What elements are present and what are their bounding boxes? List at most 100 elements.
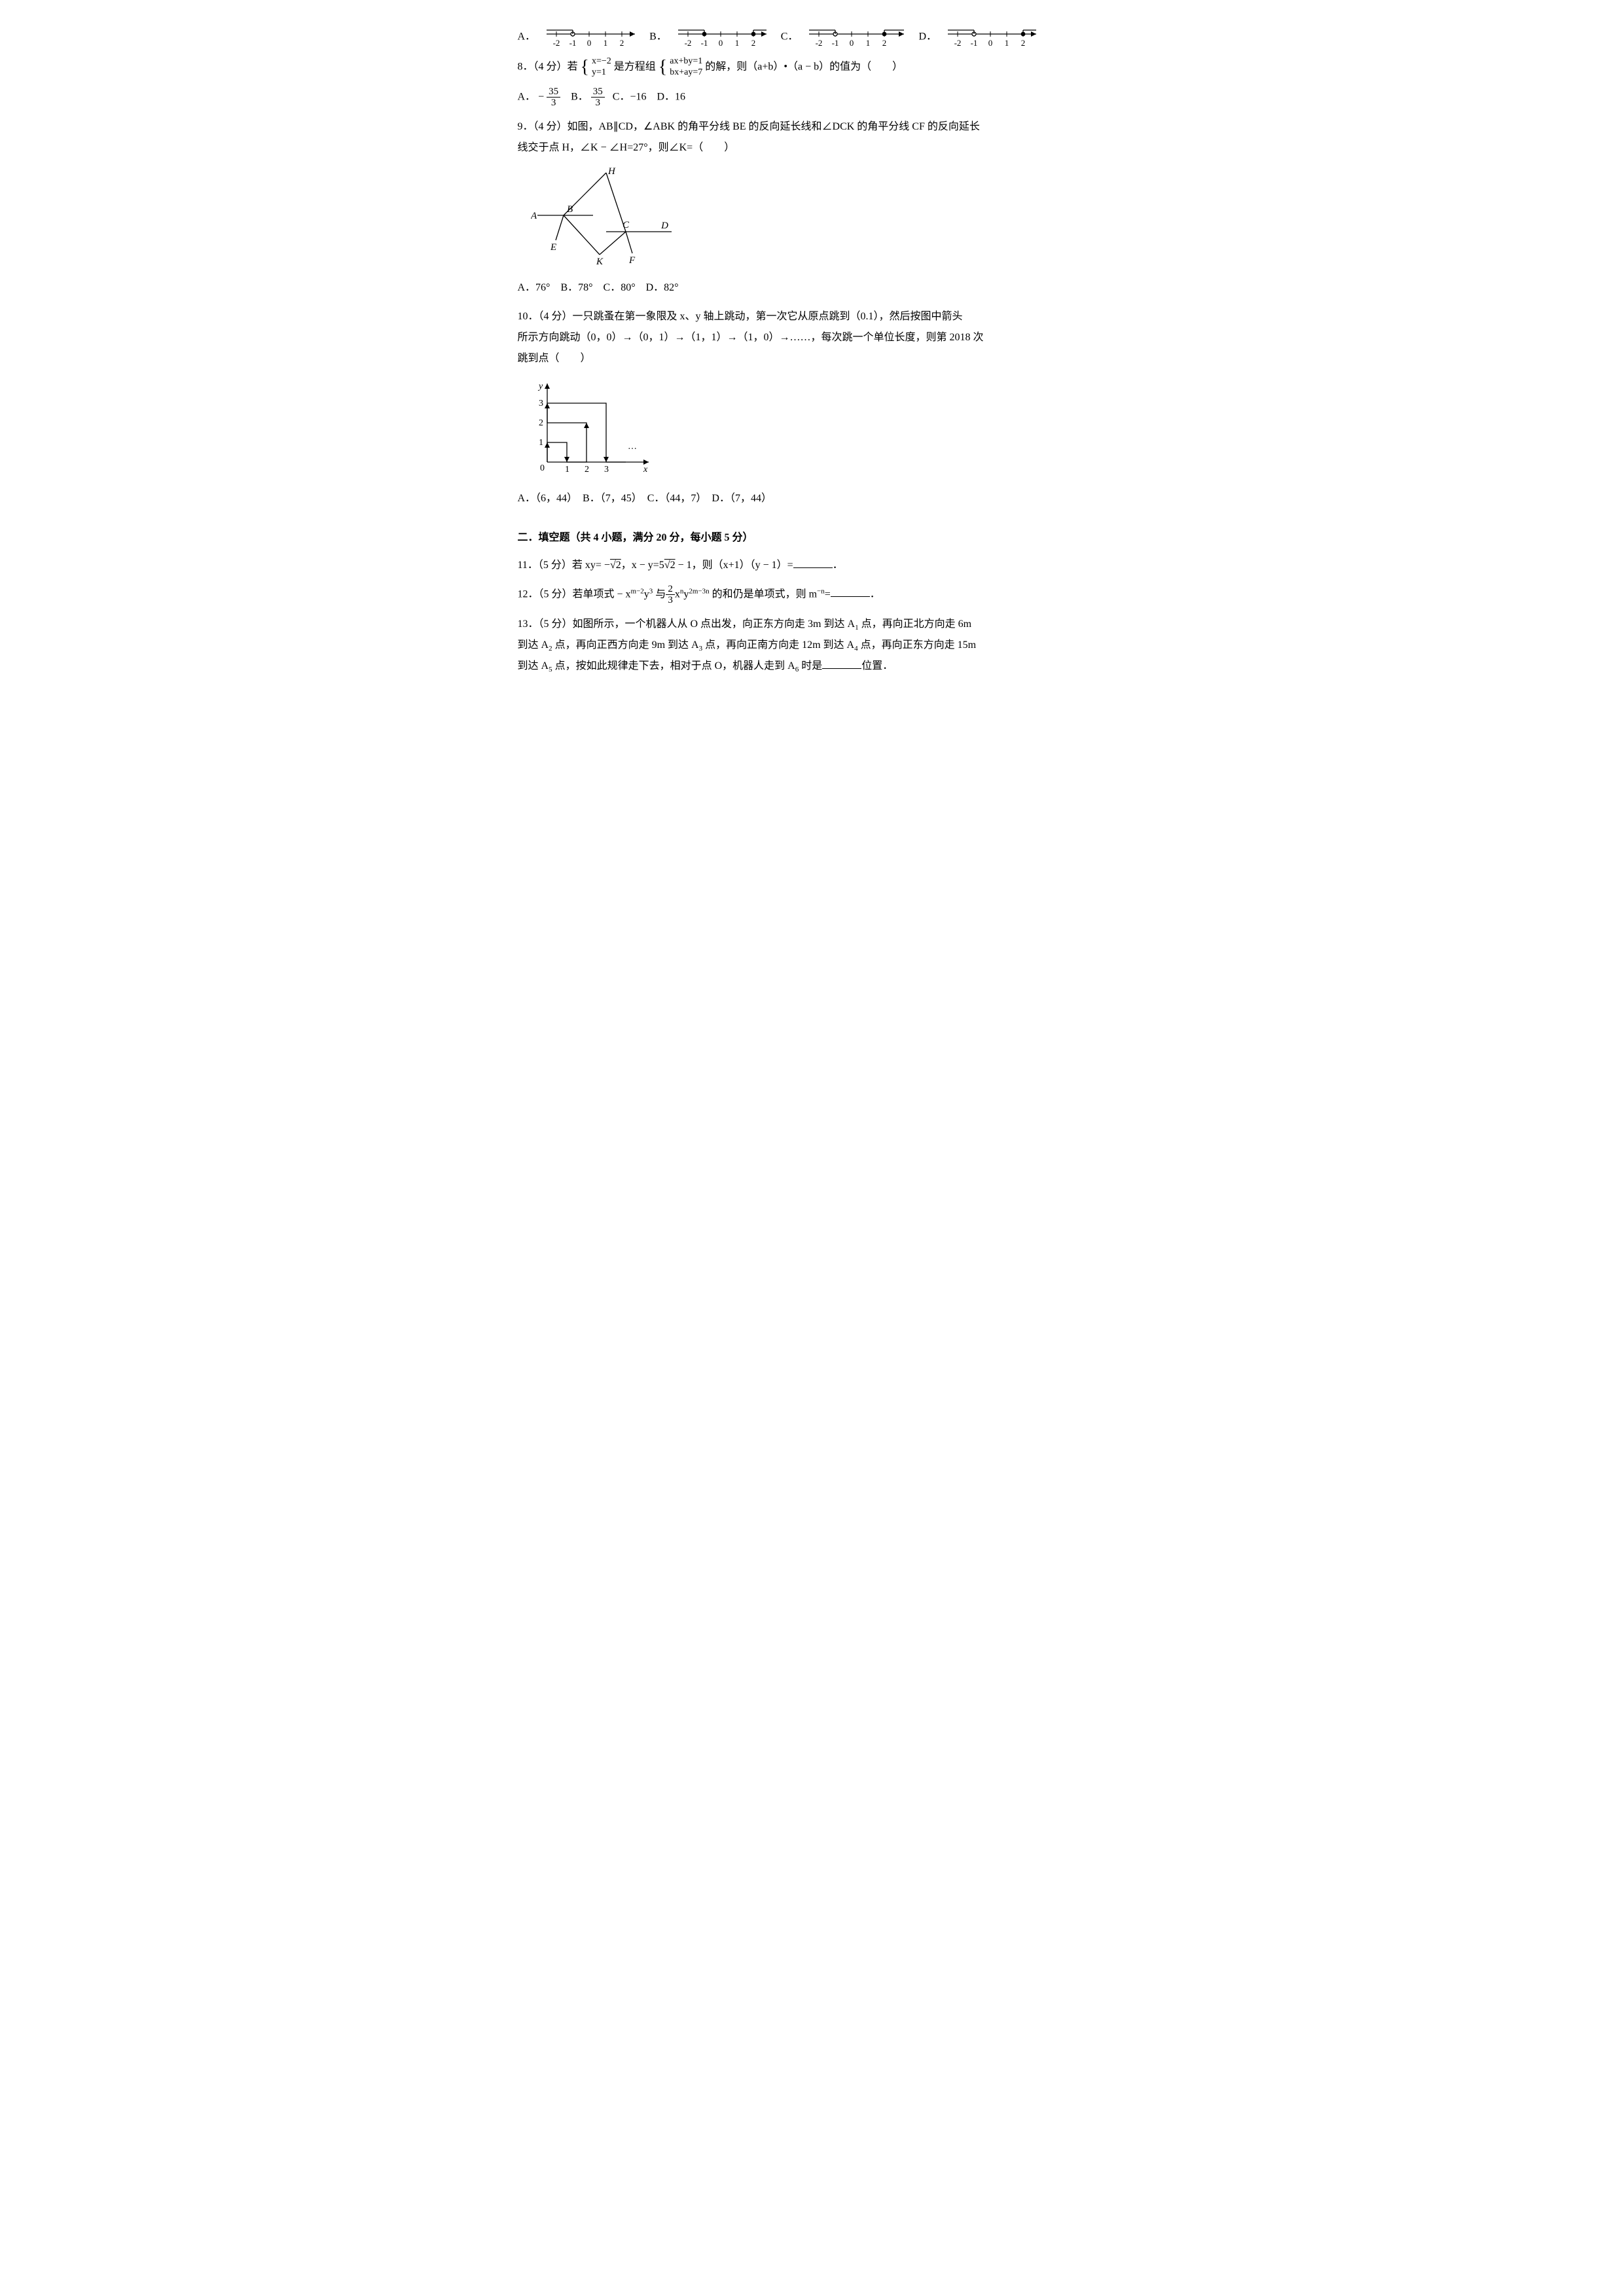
- svg-text:2: 2: [882, 38, 887, 48]
- q7-optC-label: C．: [781, 31, 799, 43]
- svg-text:1: 1: [1005, 38, 1009, 48]
- svg-text:-1: -1: [569, 38, 577, 48]
- q12-exp1: m−2: [631, 587, 644, 595]
- svg-text:2: 2: [1021, 38, 1026, 48]
- brace-icon: {: [581, 58, 589, 77]
- q10-line1: 10．（4 分）一只跳蚤在第一象限及 x、y 轴上跳动，第一次它从原点跳到（0.…: [518, 306, 1107, 327]
- section2-head: 二．填空题（共 4 小题，满分 20 分，每小题 5 分）: [518, 528, 1107, 548]
- q7-optD-label: D．: [918, 31, 937, 43]
- xtick-3: 3: [604, 465, 609, 475]
- numline-c: -2 -1 0 1 2: [806, 26, 911, 48]
- q7-optA-label: A．: [518, 31, 536, 43]
- frac-num: 35: [591, 86, 605, 98]
- frac-den: 3: [547, 98, 560, 109]
- q12-exp4: 2m−3n: [689, 587, 709, 595]
- q8-optA-neg: −: [538, 91, 544, 102]
- label-B: B: [567, 204, 573, 215]
- ytick-3: 3: [539, 399, 543, 408]
- q11-post: ．: [833, 560, 843, 571]
- label-F: F: [628, 255, 636, 264]
- blank-input[interactable]: [822, 658, 861, 669]
- q8-prefix: 8．（4 分）若: [518, 61, 578, 72]
- q12-pre: 12．（5 分）若单项式 − x: [518, 588, 631, 600]
- q13-l3-pre: 到达 A: [518, 660, 549, 672]
- q13-l3-post1: 时是: [799, 660, 822, 672]
- q8-sys2-top: ax+by=1: [670, 56, 702, 67]
- q10-line2: 所示方向跳动（0，0）→（0，1）→（1，1）→（1，0）→……，每次跳一个单位…: [518, 327, 1107, 348]
- q12-mid5: 的和仍是单项式，则 m: [710, 588, 817, 600]
- svg-text:1: 1: [604, 38, 608, 48]
- q10-line3: 跳到点（ ）: [518, 348, 1107, 369]
- svg-text:-1: -1: [700, 38, 708, 48]
- q9-line1: 9．（4 分）如图，AB∥CD，∠ABK 的角平分线 BE 的反向延长线和∠DC…: [518, 117, 1107, 137]
- label-H: H: [607, 166, 616, 177]
- q11: 11．（5 分）若 xy= −√2，x − y=5√2 − 1，则（x+1）（y…: [518, 555, 1107, 576]
- q8-optB-frac: 35 3: [591, 86, 605, 109]
- q13-l1-pre: 13．（5 分）如图所示，一个机器人从 O 点出发，向正东方向走 3m 到达 A: [518, 619, 856, 630]
- q8-optA-label: A．: [518, 91, 536, 102]
- svg-text:0: 0: [988, 38, 993, 48]
- q11-pre: 11．（5 分）若 xy= −: [518, 560, 610, 571]
- svg-text:2: 2: [751, 38, 756, 48]
- svg-text:1: 1: [866, 38, 871, 48]
- q7-options: A． -2 -1 0 1 2 B． -2 -1 0 1 2: [518, 26, 1107, 48]
- svg-text:-2: -2: [684, 38, 691, 48]
- q10: 10．（4 分）一只跳蚤在第一象限及 x、y 轴上跳动，第一次它从原点跳到（0.…: [518, 306, 1107, 369]
- q13: 13．（5 分）如图所示，一个机器人从 O 点出发，向正东方向走 3m 到达 A…: [518, 614, 1107, 677]
- q8-sys1-bot: y=1: [592, 67, 611, 79]
- dots-label: …: [628, 442, 637, 452]
- q8-optD: D．16: [657, 91, 685, 102]
- frac-num: 2: [666, 584, 675, 596]
- blank-input[interactable]: [793, 557, 833, 568]
- ytick-1: 1: [539, 438, 543, 448]
- svg-text:2: 2: [620, 38, 624, 48]
- label-A: A: [531, 211, 537, 221]
- origin-label: 0: [540, 463, 545, 473]
- q12-post: ．: [870, 588, 880, 600]
- q12: 12．（5 分）若单项式 − xm−2y3 与23xny2m−3n 的和仍是单项…: [518, 584, 1107, 606]
- q13-l3-post2: 位置．: [861, 660, 893, 672]
- q8-sys1-top: x=−2: [592, 56, 611, 67]
- q7-optB-label: B．: [649, 31, 667, 43]
- svg-text:-1: -1: [832, 38, 839, 48]
- q12-exp5: −n: [817, 587, 825, 595]
- q13-l2-pre: 到达 A: [518, 639, 549, 651]
- y-axis-label: y: [537, 382, 543, 391]
- q13-l1-post: 点，再向正北方向走 6m: [859, 619, 971, 630]
- svg-text:0: 0: [719, 38, 723, 48]
- q9: 9．（4 分）如图，AB∥CD，∠ABK 的角平分线 BE 的反向延长线和∠DC…: [518, 117, 1107, 158]
- frac-den: 3: [666, 595, 675, 606]
- q11-mid2: − 1，则（x+1）（y − 1）=: [676, 560, 793, 571]
- q12-mid2: 与: [653, 588, 666, 600]
- label-D: D: [660, 221, 668, 231]
- x-axis-label: x: [643, 465, 648, 475]
- q8-mid2: 的解，则（a+b）•（a − b）的值为（ ）: [705, 61, 903, 72]
- svg-text:-2: -2: [954, 38, 962, 48]
- numline-a: -2 -1 0 1 2: [543, 26, 641, 48]
- q11-sqrt2b: √2: [664, 560, 676, 571]
- q8-mid1: 是方程组: [614, 61, 656, 72]
- svg-text:-1: -1: [971, 38, 978, 48]
- blank-input[interactable]: [831, 586, 870, 597]
- q12-mid3: x: [675, 588, 680, 600]
- q8-sys2: ax+by=1 bx+ay=7: [670, 56, 702, 79]
- svg-text:1: 1: [735, 38, 740, 48]
- svg-text:0: 0: [850, 38, 854, 48]
- svg-text:-2: -2: [553, 38, 560, 48]
- q13-l2-mid1: 点，再向正西方向走 9m 到达 A: [552, 639, 699, 651]
- q9-options: A．76° B．78° C．80° D．82°: [518, 278, 1107, 298]
- q11-sqrt2a: √2: [610, 560, 621, 571]
- q8-sys2-bot: bx+ay=7: [670, 67, 702, 79]
- q9-line2: 线交于点 H，∠K − ∠H=27°，则∠K=（ ）: [518, 137, 1107, 158]
- q9-figure: H A B C D E K F: [531, 166, 1107, 272]
- q8-sys1: x=−2 y=1: [592, 56, 611, 79]
- label-C: C: [623, 220, 630, 230]
- q13-l3-mid: 点，按如此规律走下去，相对于点 O，机器人走到 A: [552, 660, 795, 672]
- q12-mid1: y: [644, 588, 649, 600]
- q8: 8．（4 分）若 { x=−2 y=1 是方程组 { ax+by=1 bx+ay…: [518, 56, 1107, 79]
- q13-l2-mid2: 点，再向正南方向走 12m 到达 A: [702, 639, 854, 651]
- xtick-1: 1: [565, 465, 569, 475]
- q11-mid1: ，x − y=5: [621, 560, 664, 571]
- q8-options: A． − 35 3 B． 35 3 C．−16 D．16: [518, 86, 1107, 109]
- sqrt-icon: √2: [664, 560, 676, 571]
